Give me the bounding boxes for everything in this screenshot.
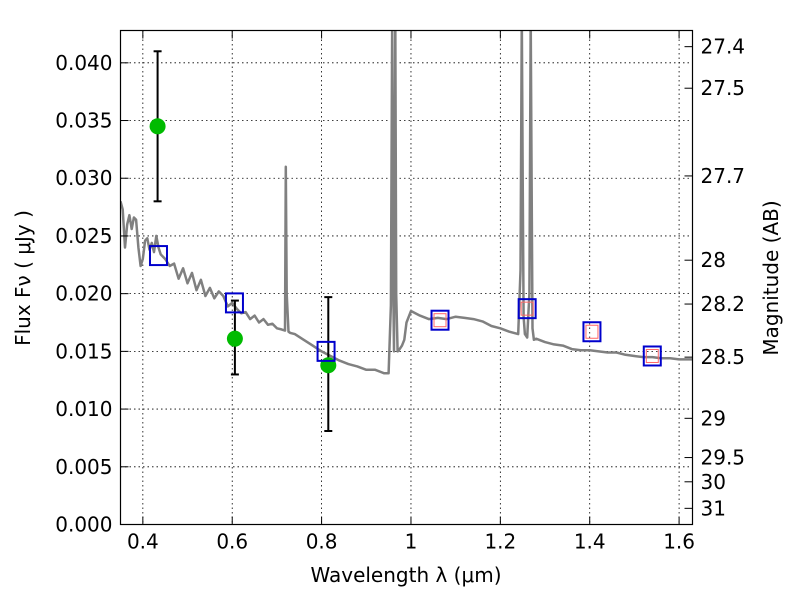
- model-flux-square: [224, 292, 244, 314]
- y2-tick-label: 29: [701, 406, 726, 430]
- observed-flux-point: [226, 330, 243, 347]
- plot-frame: [119, 29, 694, 526]
- y2-tick-label: 29.5: [701, 446, 746, 470]
- y2-tick-label: 27.4: [701, 35, 746, 59]
- y2-tick-label: 31: [701, 496, 726, 520]
- model-flux-square: [148, 245, 168, 267]
- observed-flux-point: [149, 118, 166, 135]
- synthetic-flux-square: [645, 348, 659, 363]
- y-tick-label: 0.025: [55, 224, 112, 248]
- x-tick-label: 0.8: [306, 530, 338, 554]
- y-tick-label: 0.030: [55, 166, 112, 190]
- axis-ticks: 0.4 0.6 0.8 1 1.2 1.4 1.6 0.000 0.005 0.010 0.015 0…: [55, 30, 746, 554]
- model-flux-square: [316, 340, 336, 362]
- synthetic-flux-square: [585, 324, 599, 339]
- model-flux-square: [642, 345, 662, 367]
- x-tick-label: 1.2: [484, 530, 516, 554]
- x-tick-label: 0.6: [216, 530, 248, 554]
- model-spectrum-layer: [120, 30, 693, 375]
- y-tick-label: 0.010: [55, 397, 112, 421]
- y2-axis-title: Magnitude (AB): [759, 200, 783, 355]
- x-tick-label: 1.4: [574, 530, 606, 554]
- x-tick-label: 1: [405, 530, 418, 554]
- x-axis-title: Wavelength λ (μm): [310, 563, 501, 587]
- y2-tick-label: 27.7: [701, 164, 746, 188]
- y2-tick-label: 28: [701, 248, 726, 272]
- model-flux-square: [517, 298, 537, 320]
- x-tick-label: 1.6: [663, 530, 695, 554]
- x-tick-label: 0.4: [127, 530, 159, 554]
- y-tick-label: 0.035: [55, 109, 112, 133]
- y-tick-label: 0.040: [55, 51, 112, 75]
- y-tick-label: 0.015: [55, 339, 112, 363]
- y-tick-label: 0.020: [55, 282, 112, 306]
- y2-tick-label: 30: [701, 470, 726, 494]
- model-flux-square: [430, 309, 450, 331]
- grid-lines: [120, 30, 693, 525]
- y2-tick-label: 28.2: [701, 292, 746, 316]
- model-spectrum-line: [120, 30, 693, 375]
- y-axis-title: Flux Fν ( μJy ): [11, 210, 35, 346]
- synthetic-flux-square: [520, 301, 534, 316]
- synthetic-flux-square: [433, 313, 447, 328]
- model-flux-square: [582, 321, 602, 343]
- y-tick-label: 0.005: [55, 455, 112, 479]
- y2-tick-label: 28.5: [701, 345, 746, 369]
- photometry-markers: [148, 50, 662, 433]
- y2-tick-label: 27.5: [701, 76, 746, 100]
- y-tick-label: 0.000: [55, 513, 112, 537]
